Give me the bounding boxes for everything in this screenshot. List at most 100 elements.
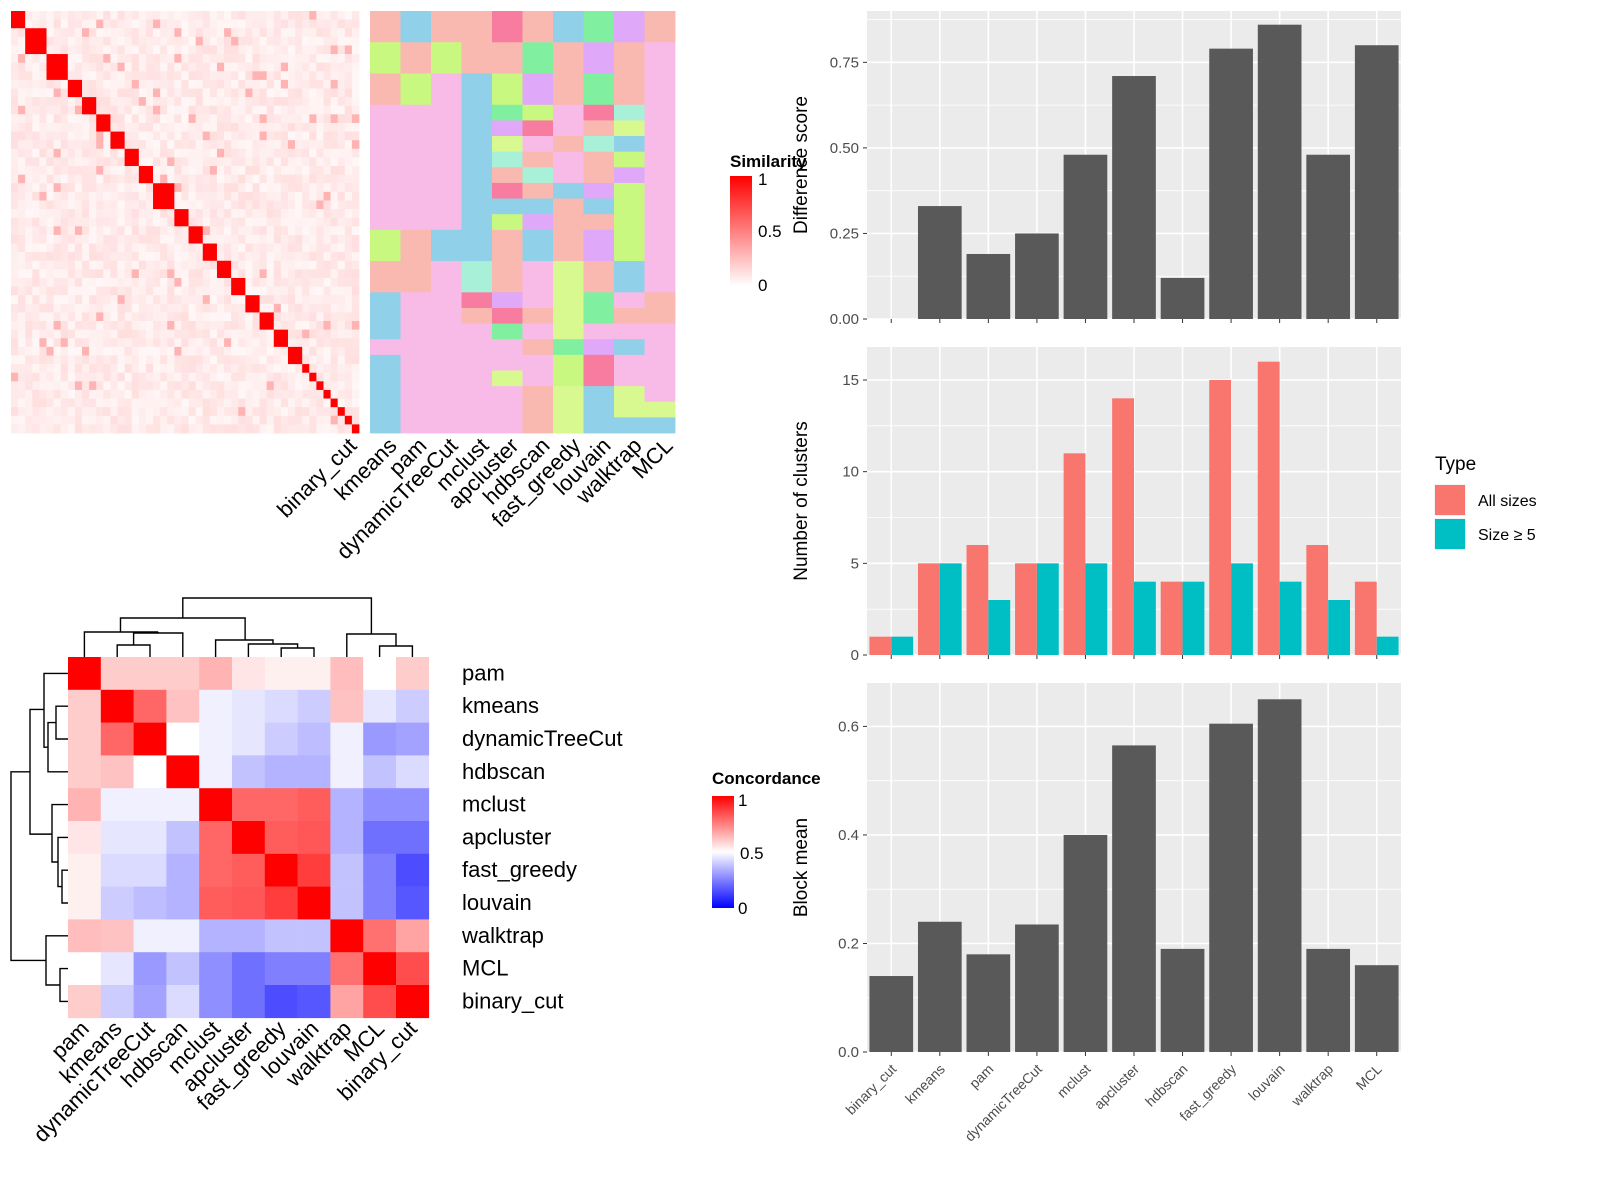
similarity-cell <box>202 19 211 29</box>
similarity-cell <box>103 54 111 64</box>
similarity-cell <box>195 424 204 434</box>
similarity-cell <box>302 295 310 305</box>
similarity-cell <box>337 79 346 89</box>
assignment-cell <box>583 261 615 278</box>
similarity-cell <box>145 11 154 21</box>
similarity-cell <box>124 252 133 262</box>
similarity-cell <box>174 415 182 425</box>
concordance-cell <box>363 788 397 822</box>
similarity-cell <box>67 183 76 193</box>
similarity-cell <box>110 389 118 399</box>
assignment-cell <box>522 261 554 278</box>
similarity-cell <box>39 157 47 167</box>
similarity-cell <box>231 157 239 167</box>
similarity-cell <box>266 260 275 270</box>
similarity-cell <box>238 243 246 253</box>
similarity-cell <box>39 372 47 382</box>
similarity-cell <box>266 286 275 296</box>
assignment-cell <box>644 151 676 168</box>
similarity-cell <box>174 424 182 434</box>
similarity-cell <box>89 243 97 253</box>
similarity-cell <box>337 407 346 417</box>
similarity-cell <box>167 174 175 184</box>
similarity-cell <box>174 105 182 115</box>
assignment-cell <box>614 198 645 215</box>
similarity-cell <box>259 252 268 262</box>
similarity-cell <box>287 346 296 356</box>
similarity-cell <box>302 174 310 184</box>
similarity-cell <box>160 372 168 382</box>
assignment-cell <box>370 229 401 246</box>
similarity-cell <box>287 321 296 331</box>
similarity-cell <box>231 338 239 348</box>
similarity-cell <box>145 269 154 279</box>
similarity-cell <box>131 79 140 89</box>
similarity-cell <box>89 166 97 176</box>
similarity-cell <box>74 45 83 55</box>
similarity-cell <box>302 191 310 201</box>
similarity-cell <box>188 174 197 184</box>
assignment-cell <box>614 292 645 309</box>
similarity-cell <box>39 424 47 434</box>
similarity-cell <box>82 11 90 21</box>
assignment-cell <box>583 136 615 153</box>
similarity-cell <box>11 19 19 29</box>
similarity-cell <box>124 19 133 29</box>
bar <box>1306 154 1351 319</box>
similarity-cell <box>32 243 40 253</box>
similarity-cell <box>46 321 55 331</box>
similarity-cell <box>67 97 76 107</box>
assignment-cell <box>431 26 462 43</box>
assignment-cell <box>400 73 432 90</box>
assignment-cell <box>400 276 432 293</box>
similarity-cell <box>74 243 83 253</box>
similarity-cell <box>124 398 133 408</box>
assignment-cell <box>553 182 584 199</box>
assignment-cell <box>644 182 676 199</box>
assignment-cell <box>431 292 462 309</box>
similarity-cell <box>138 355 147 365</box>
similarity-cell <box>316 166 324 176</box>
concordance-cell <box>232 821 266 855</box>
similarity-cell <box>280 398 289 408</box>
similarity-cell <box>330 174 339 184</box>
similarity-cell <box>74 148 83 158</box>
similarity-cell <box>74 157 83 167</box>
similarity-cell <box>209 174 218 184</box>
similarity-cell <box>67 131 76 141</box>
similarity-cell <box>82 148 90 158</box>
similarity-cell <box>67 19 76 29</box>
similarity-cell <box>103 88 111 98</box>
concordance-cell <box>133 886 167 920</box>
similarity-cell <box>25 79 33 89</box>
similarity-cell <box>138 243 147 253</box>
similarity-cell <box>280 28 289 38</box>
similarity-cell <box>323 183 331 193</box>
concordance-cell <box>100 788 134 822</box>
similarity-cell <box>266 415 275 425</box>
similarity-cell <box>344 364 353 374</box>
assignment-cell <box>400 136 432 153</box>
similarity-cell <box>131 346 140 356</box>
assignment-cell <box>431 245 462 262</box>
assignment-cell <box>644 136 676 153</box>
dendrogram-branch <box>55 705 68 740</box>
similarity-cell <box>11 45 19 55</box>
similarity-cell <box>110 398 118 408</box>
similarity-cell <box>67 11 76 21</box>
assignment-cell <box>370 89 401 106</box>
similarity-cell <box>25 191 33 201</box>
similarity-cell <box>174 364 182 374</box>
similarity-cell <box>60 105 69 115</box>
similarity-cell <box>103 424 111 434</box>
similarity-cell <box>238 191 246 201</box>
similarity-cell <box>216 131 225 141</box>
assignment-cell <box>553 276 584 293</box>
similarity-cell <box>231 105 239 115</box>
similarity-cell <box>195 174 204 184</box>
bar <box>1182 581 1205 655</box>
similarity-cell <box>280 97 289 107</box>
similarity-cell <box>124 71 133 81</box>
similarity-cell <box>216 88 225 98</box>
similarity-cell <box>103 191 111 201</box>
